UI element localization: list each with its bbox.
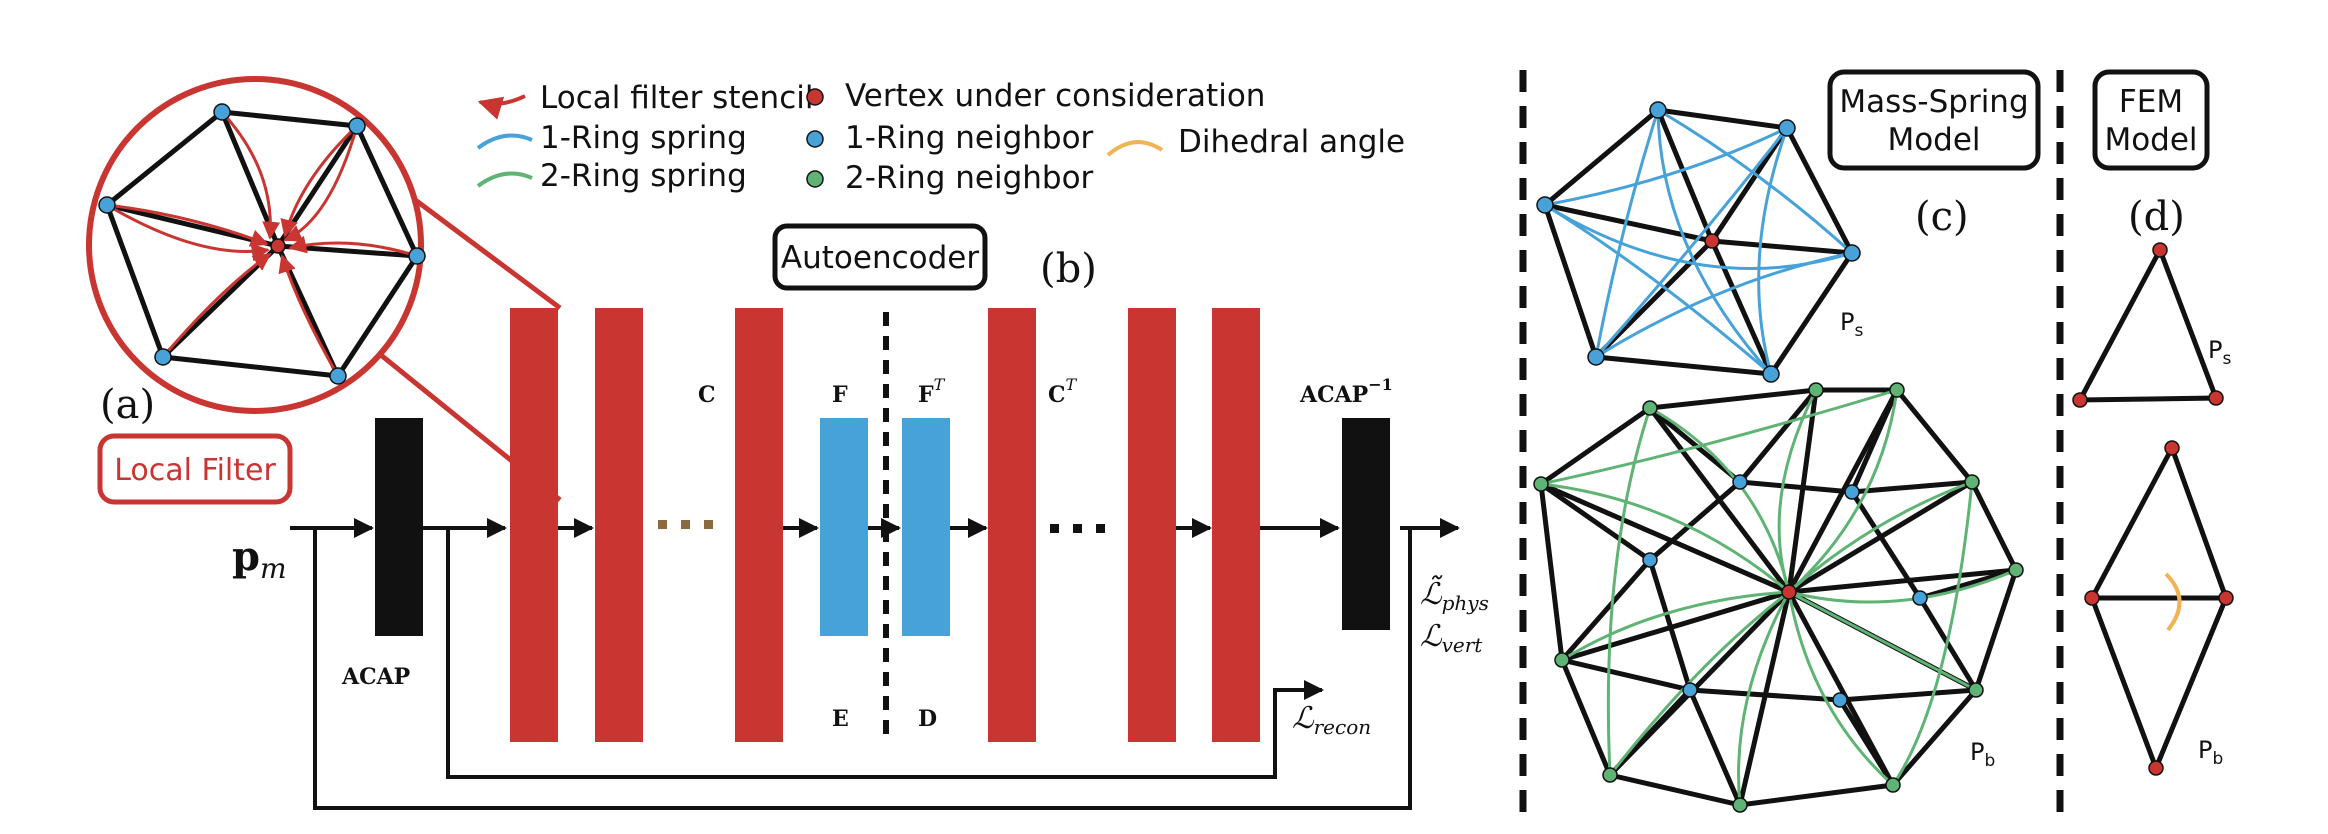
legend-1ring-spring-label: 1-Ring spring xyxy=(540,120,747,156)
pb-nodes-c xyxy=(1533,382,2024,813)
layer-c-label: C xyxy=(698,382,716,408)
autoencoder-label: Autoencoder xyxy=(781,240,979,276)
fem-pb-nodes xyxy=(2084,440,2234,776)
panel-a: (a) Local Filter xyxy=(86,76,562,505)
ps-springs-c xyxy=(1544,108,1854,376)
panel-d-label: (d) xyxy=(2128,194,2185,240)
encoder-layer-c xyxy=(735,308,783,742)
loss-vert-label: ℒvert xyxy=(1420,619,1483,657)
local-filter-box xyxy=(97,433,293,505)
mass-spring-box xyxy=(1827,69,2041,171)
legend-vertex-icon xyxy=(806,88,824,106)
panel-d: FEM Model (d) Ps Pb xyxy=(2072,69,2234,776)
node-1ring xyxy=(329,367,347,385)
node-1ring xyxy=(154,348,172,366)
fem-ps-nodes xyxy=(2072,242,2224,408)
panel-c-label: (c) xyxy=(1915,194,1969,240)
ps-mesh-c xyxy=(1542,107,1855,377)
loss-recon-label: ℒrecon xyxy=(1292,701,1371,739)
pb-springs-c xyxy=(1540,388,2017,806)
hex-nodes-a xyxy=(98,103,426,385)
decoder-layer-2 xyxy=(1128,308,1176,742)
fem-title-2: Model xyxy=(2104,122,2197,158)
acap-inverse-label: ACAP−1 xyxy=(1299,375,1393,408)
panel-a-label: (a) xyxy=(100,382,155,428)
local-filter-label: Local Filter xyxy=(114,453,276,488)
pb-label-d: Pb xyxy=(2198,736,2223,769)
layer-f xyxy=(820,418,868,636)
mass-spring-title-1: Mass-Spring xyxy=(1839,84,2028,120)
decoder-layer-ct xyxy=(988,308,1036,742)
fem-title-1: FEM xyxy=(2119,84,2183,120)
stencil-arrows xyxy=(106,110,418,377)
legend-2ring-neighbor-label: 2-Ring neighbor xyxy=(845,160,1094,196)
fem-ps-triangle xyxy=(2075,243,2220,403)
ps-label-d: Ps xyxy=(2208,336,2231,369)
legend: Local filter stencil 1-Ring spring 2-Rin… xyxy=(476,78,1405,196)
legend-dihedral-label: Dihedral angle xyxy=(1178,124,1405,160)
encoder-layer-2 xyxy=(595,308,643,742)
node-1ring xyxy=(348,117,366,135)
legend-stencil-label: Local filter stencil xyxy=(540,80,813,116)
acap-label: ACAP xyxy=(341,664,410,690)
panel-b: Autoencoder (b) pm ACAP xyxy=(232,223,1489,810)
legend-vertex-label: Vertex under consideration xyxy=(845,78,1265,114)
legend-1ring-spring-icon xyxy=(476,133,533,150)
node-1ring xyxy=(98,196,116,214)
legend-dihedral-icon xyxy=(1106,140,1164,157)
input-label: pm xyxy=(232,533,287,585)
legend-1ring-neighbor-icon xyxy=(806,130,824,148)
dihedral-angle-arc xyxy=(2164,572,2182,632)
fem-box xyxy=(2092,69,2210,171)
legend-1ring-neighbor-label: 1-Ring neighbor xyxy=(845,120,1094,156)
legend-2ring-neighbor-icon xyxy=(806,170,824,188)
decoder-ellipsis xyxy=(1050,524,1105,533)
legend-stencil-icon xyxy=(477,94,526,120)
fem-pb-diamond xyxy=(2089,441,2229,775)
ps-nodes-c xyxy=(1536,101,1861,383)
layer-ft xyxy=(902,418,950,636)
decoder-label: D xyxy=(918,706,937,732)
panel-c: Mass-Spring Model (c) xyxy=(1533,69,2041,813)
node-1ring xyxy=(213,103,231,121)
ps-label-c: Ps xyxy=(1840,308,1863,341)
node-center xyxy=(270,238,286,254)
layer-f-label: F xyxy=(832,382,848,408)
encoder-ellipsis xyxy=(658,520,713,529)
mass-spring-title-2: Model xyxy=(1887,122,1980,158)
layer-ct-label: CT xyxy=(1048,375,1078,408)
flow-arrows xyxy=(290,518,1460,810)
legend-2ring-spring-icon xyxy=(476,171,533,188)
acap-block xyxy=(375,418,423,636)
panel-b-label: (b) xyxy=(1040,246,1097,292)
pb-label-c: Pb xyxy=(1970,738,1995,771)
autoencoder-box xyxy=(772,223,988,291)
encoder-layer-1 xyxy=(510,308,558,742)
acap-inverse-block xyxy=(1342,418,1390,630)
legend-2ring-spring-label: 2-Ring spring xyxy=(540,158,747,194)
loss-phys-label: ℒ̃phys xyxy=(1420,575,1489,615)
node-1ring xyxy=(408,247,426,265)
decoder-layer-3 xyxy=(1212,308,1260,742)
encoder-label: E xyxy=(832,706,849,732)
layer-ft-label: FT xyxy=(918,375,946,408)
